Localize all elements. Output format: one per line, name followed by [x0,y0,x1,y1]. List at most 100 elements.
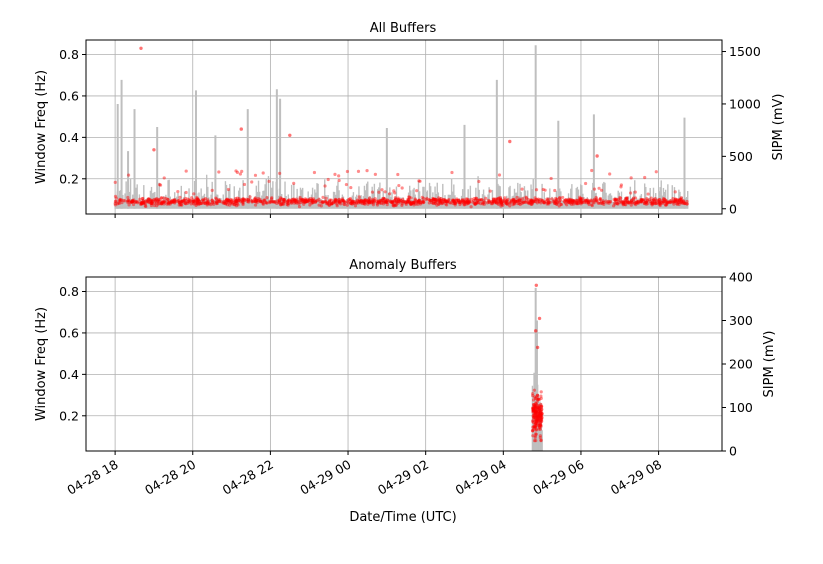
freq-point [252,199,256,203]
freq-point [200,201,204,205]
freq-point [685,202,689,206]
freq-point [134,199,138,204]
freq-point [534,188,539,192]
freq-point [537,415,541,420]
freq-point [191,199,195,203]
freq-point [389,200,394,204]
freq-point [184,199,188,203]
y-right-tick-label: 100 [729,400,753,415]
freq-point [505,202,509,206]
freq-point [668,200,672,204]
freq-point [683,201,687,205]
y-tick-label: 0.4 [59,130,79,145]
freq-point [592,201,596,205]
freq-point [265,196,269,200]
freq-point [147,197,151,201]
freq-point [409,201,413,205]
freq-point [385,202,389,207]
freq-point [169,199,173,204]
freq-point [418,202,423,206]
freq-point [539,412,543,417]
freq-point [279,197,283,201]
freq-point [399,198,403,203]
freq-point [531,407,535,411]
freq-point [235,196,239,200]
freq-point [611,204,616,208]
freq-point [223,199,227,204]
freq-point [545,202,549,206]
freq-point [532,414,536,418]
freq-point [647,198,651,202]
freq-point [314,199,318,203]
freq-point [552,199,556,203]
freq-point [228,199,232,203]
freq-point [403,201,408,205]
freq-point [594,195,598,200]
freq-point [272,200,276,204]
freq-outlier [288,133,292,137]
freq-point [431,196,435,201]
freq-point [326,201,330,205]
freq-point [131,199,135,203]
freq-point [302,202,306,206]
freq-point [118,201,122,205]
freq-point [538,411,542,415]
freq-point [537,406,541,410]
freq-point [500,200,504,205]
freq-point [143,204,147,208]
freq-point [602,202,606,206]
freq-point [462,199,466,203]
freq-point [467,200,471,204]
freq-point [391,200,395,204]
freq-outlier [139,46,143,50]
freq-point [282,197,286,202]
freq-point [184,190,188,195]
freq-point [482,202,486,206]
freq-point [644,200,648,204]
freq-point [337,178,341,183]
freq-point [625,196,629,201]
freq-point [587,202,591,207]
freq-point [441,198,445,202]
freq-point [180,203,184,207]
freq-point [396,199,400,203]
freq-point [261,202,265,206]
freq-point [150,201,154,206]
freq-point [675,202,679,206]
freq-point [340,198,345,202]
freq-point [136,200,140,204]
freq-point [186,201,190,205]
freq-point [250,180,254,184]
freq-point [534,416,538,420]
freq-point [582,200,586,205]
freq-point [159,202,163,206]
freq-point [217,199,221,203]
freq-point [289,201,294,205]
freq-point [388,199,392,203]
freq-point [541,199,545,203]
freq-point [575,198,579,202]
freq-point [168,201,172,205]
freq-point [654,199,659,203]
freq-point [409,202,413,206]
freq-point [416,199,421,203]
freq-point [391,202,396,207]
freq-point [313,200,318,204]
freq-point [237,198,241,202]
freq-point [628,191,633,195]
freq-point [498,198,502,202]
freq-point [518,200,522,205]
freq-point [160,201,164,205]
freq-point [273,199,277,204]
freq-point [535,418,540,422]
freq-point [450,199,455,203]
freq-point [463,203,467,207]
freq-point [465,197,469,201]
y-right-tick-label: 1000 [729,96,761,111]
freq-point [401,197,405,201]
freq-point [568,200,573,204]
freq-point [559,202,563,206]
freq-point [615,198,619,202]
freq-point [645,197,649,201]
freq-point [579,198,583,202]
